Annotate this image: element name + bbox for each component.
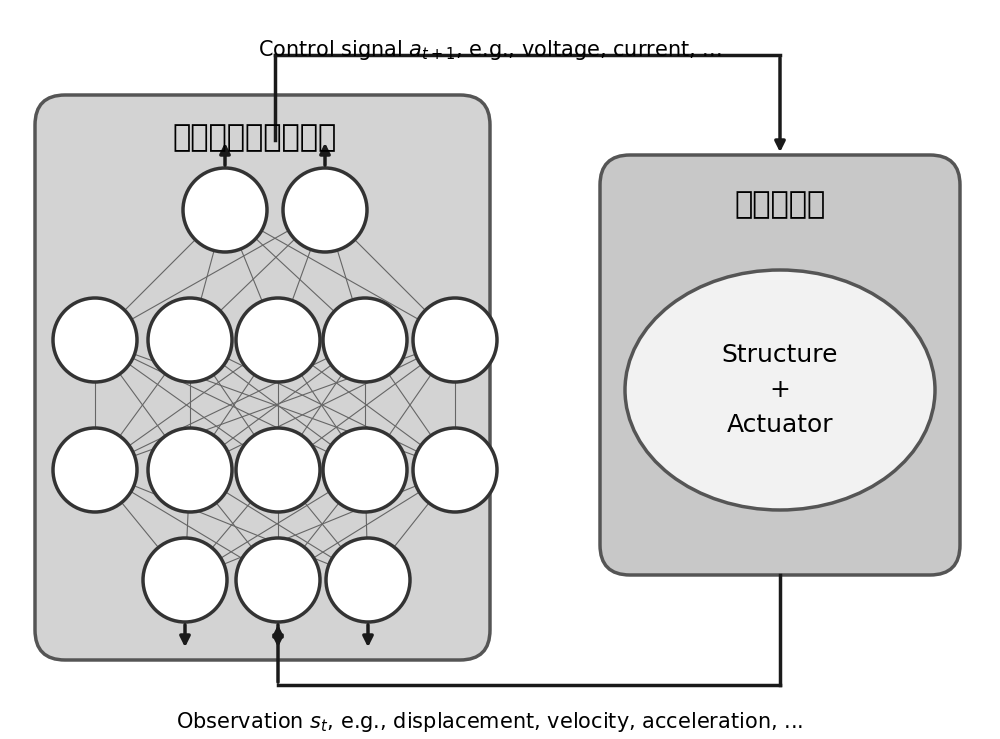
Circle shape	[326, 538, 410, 622]
FancyBboxPatch shape	[600, 155, 960, 575]
Circle shape	[148, 298, 232, 382]
Circle shape	[283, 168, 367, 252]
Text: 结构振动智能控制器: 结构振动智能控制器	[173, 123, 337, 152]
Circle shape	[148, 428, 232, 512]
Circle shape	[323, 428, 407, 512]
Circle shape	[236, 428, 320, 512]
Circle shape	[236, 298, 320, 382]
Text: Observation $s_t$, e.g., displacement, velocity, acceleration, ...: Observation $s_t$, e.g., displacement, v…	[176, 710, 804, 734]
Circle shape	[143, 538, 227, 622]
Circle shape	[236, 538, 320, 622]
Ellipse shape	[625, 270, 935, 510]
Circle shape	[53, 428, 137, 512]
Circle shape	[323, 298, 407, 382]
Text: Control signal $a_{t+1}$, e.g., voltage, current, ...: Control signal $a_{t+1}$, e.g., voltage,…	[258, 38, 722, 62]
FancyBboxPatch shape	[35, 95, 490, 660]
Text: Structure
+
Actuator: Structure + Actuator	[722, 343, 838, 437]
Text: 动力学系统: 动力学系统	[734, 191, 826, 219]
Circle shape	[413, 428, 497, 512]
Circle shape	[53, 298, 137, 382]
Circle shape	[413, 298, 497, 382]
Circle shape	[183, 168, 267, 252]
